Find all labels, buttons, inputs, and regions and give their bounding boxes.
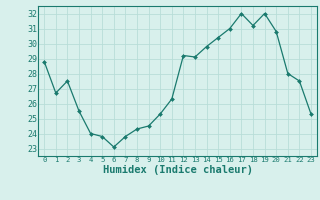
X-axis label: Humidex (Indice chaleur): Humidex (Indice chaleur): [103, 165, 252, 175]
